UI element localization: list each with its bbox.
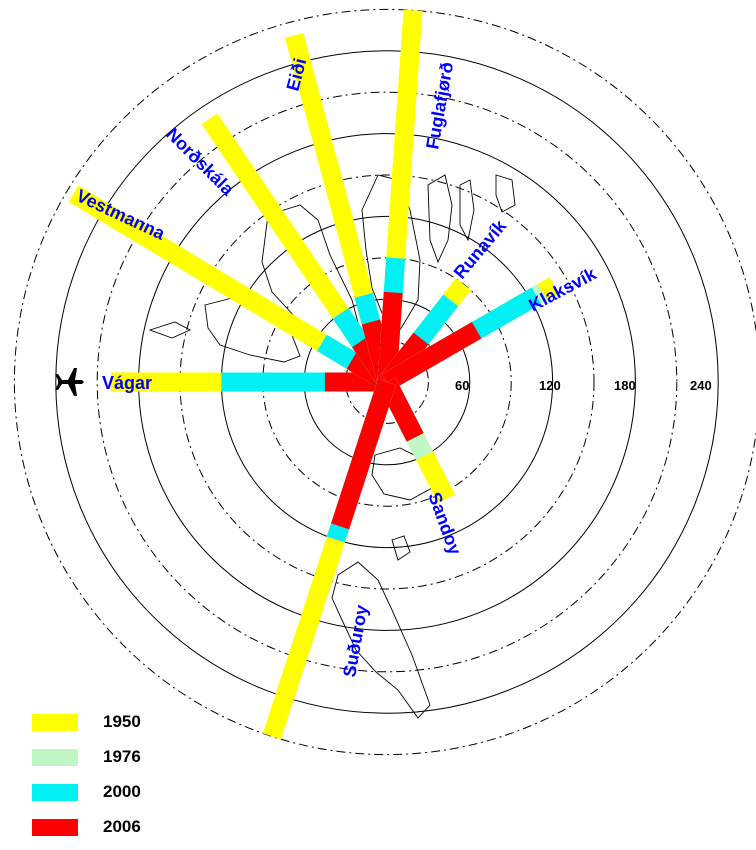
airplane-icon bbox=[55, 368, 84, 396]
island-eysturoy bbox=[361, 174, 421, 331]
route-8 bbox=[262, 379, 397, 740]
ring-90 bbox=[262, 257, 512, 507]
legend-swatch-2000 bbox=[32, 784, 78, 801]
route-labels: Vágar Vestmanna Norðskála Eiði Fuglafjør… bbox=[73, 56, 600, 679]
ring-210 bbox=[96, 91, 678, 673]
ring-270 bbox=[14, 9, 756, 755]
route-label-sandoy: Sandoy bbox=[424, 490, 465, 558]
legend-label: 1950 bbox=[103, 712, 141, 731]
legend-swatch-1976 bbox=[32, 749, 78, 766]
island-suduroy bbox=[331, 561, 431, 719]
island-mykines bbox=[148, 321, 192, 339]
bar-klaksvík-2006 bbox=[382, 322, 482, 391]
legend-swatch-2006 bbox=[32, 819, 78, 836]
route-4 bbox=[377, 9, 423, 383]
ring-label-180: 180 bbox=[614, 378, 636, 393]
legend-label: 1976 bbox=[103, 747, 141, 766]
island-vidoy bbox=[495, 174, 516, 213]
bar-vestmanna-1950 bbox=[68, 185, 392, 391]
ring-labels: 60 120 180 240 bbox=[455, 378, 712, 393]
ring-label-240: 240 bbox=[690, 378, 712, 393]
bar-suðuroy-2006 bbox=[331, 379, 397, 530]
route-label-vagar: Vágar bbox=[102, 373, 152, 393]
route-bars bbox=[68, 9, 560, 740]
legend-label: 2000 bbox=[103, 782, 141, 801]
island-sandoy bbox=[371, 447, 433, 501]
route-label-vestmanna: Vestmanna bbox=[73, 185, 168, 244]
legend-label: 2006 bbox=[103, 817, 141, 836]
route-label-suduroy: Suðuroy bbox=[339, 603, 371, 678]
island-bordoy bbox=[427, 174, 453, 264]
route-label-fuglafjord: Fuglafjørð bbox=[422, 61, 457, 151]
ring-label-60: 60 bbox=[455, 378, 469, 393]
ring-label-120: 120 bbox=[539, 378, 561, 393]
island-skuvoy bbox=[391, 535, 411, 561]
ring-240 bbox=[55, 50, 719, 714]
island-kalsoy bbox=[459, 179, 475, 242]
route-label-runavik: Runavík bbox=[450, 215, 511, 282]
legend-swatch-1950 bbox=[32, 714, 78, 731]
route-0 bbox=[111, 372, 387, 392]
route-6 bbox=[382, 277, 560, 391]
